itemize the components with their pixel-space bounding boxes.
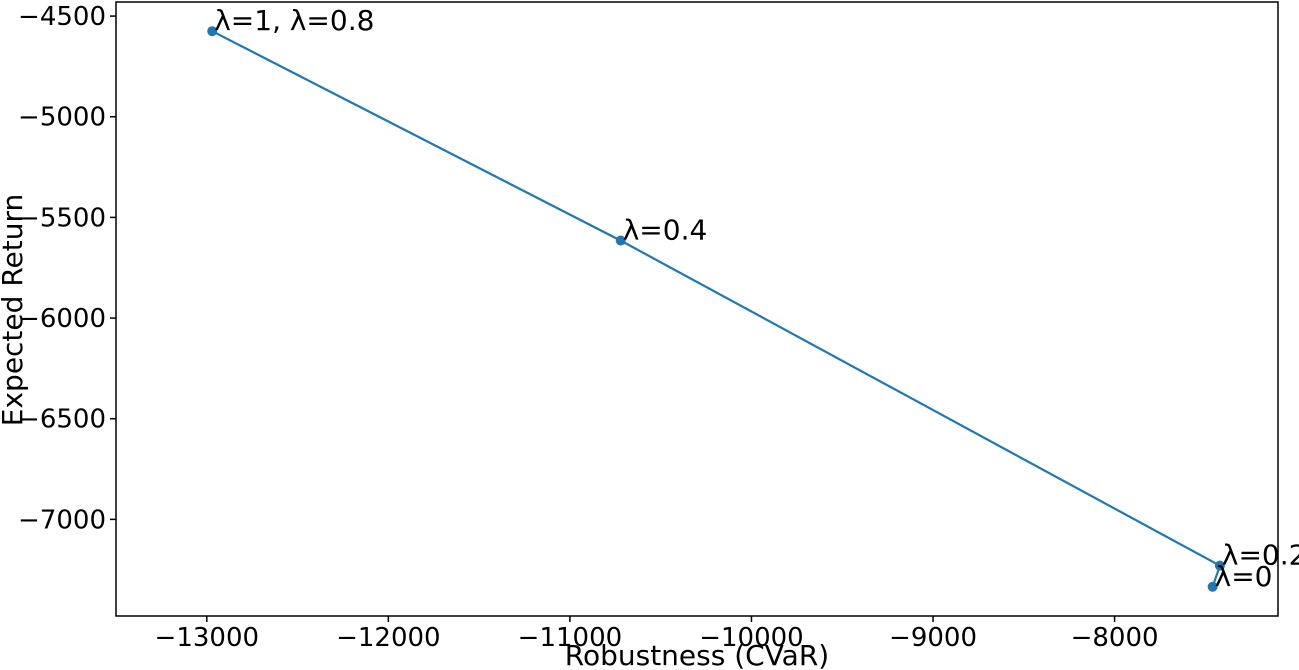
y-tick-label: −5500 [18, 203, 106, 233]
y-tick-label: −6000 [18, 304, 106, 334]
y-tick-label: −4500 [18, 2, 106, 32]
series-layer [207, 26, 1225, 592]
data-point [615, 235, 626, 246]
data-point [1207, 581, 1218, 592]
series-line [211, 30, 1222, 588]
annotations: λ=1, λ=0.8 λ=0.4 λ=0.2λ=0 [214, 4, 1299, 593]
y-axis: −4500 −5000 −5500 −6000 −6500 −7000 [18, 2, 116, 535]
point-annotation: λ=0.4 [623, 214, 708, 247]
x-tick-label: −13000 [155, 623, 260, 653]
plot-frame [115, 1, 1279, 617]
data-point [1214, 560, 1225, 571]
data-point [207, 26, 218, 37]
x-tick-label: −12000 [336, 623, 441, 653]
x-tick-label: −8000 [1071, 623, 1159, 653]
y-tick-label: −7000 [18, 505, 106, 535]
x-axis-label: Robustness (CVaR) [565, 639, 829, 670]
point-annotation: λ=0.2 [1222, 539, 1299, 572]
x-tick-label: −10000 [699, 623, 804, 653]
x-axis: −13000 −12000 −11000 −10000 −9000 −8000 [155, 616, 1159, 653]
x-tick-label: −11000 [518, 623, 623, 653]
point-annotation: λ=1, λ=0.8 [214, 4, 374, 37]
y-axis-label: Expected Return [0, 194, 29, 426]
point-annotation: λ=0 [1215, 560, 1273, 593]
x-tick-label: −9000 [889, 623, 977, 653]
y-tick-label: −6500 [18, 405, 106, 435]
y-tick-label: −5000 [18, 103, 106, 133]
